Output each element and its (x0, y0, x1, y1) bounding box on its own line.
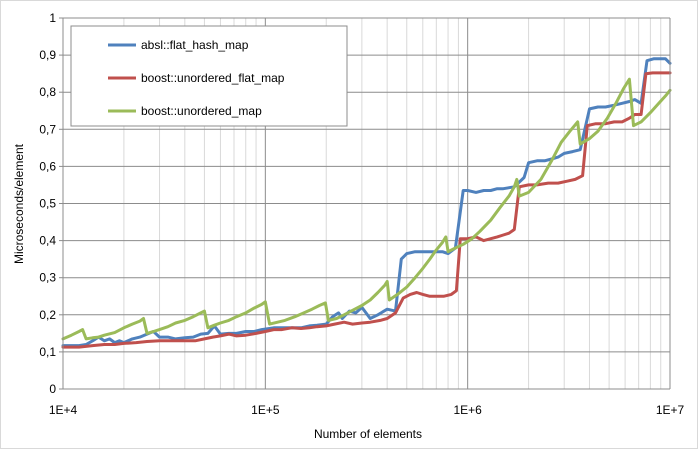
y-tick-label: 0,3 (39, 271, 56, 285)
y-tick-label: 0,9 (39, 48, 56, 62)
y-tick-label: 0,7 (39, 122, 56, 136)
legend-label: boost::unordered_map (141, 104, 262, 118)
x-tick-label: 1E+5 (251, 403, 280, 417)
y-tick-label: 0,1 (39, 345, 56, 359)
y-tick-label: 0,6 (39, 159, 56, 173)
y-tick-label: 0 (49, 382, 56, 396)
x-tick-label: 1E+4 (49, 403, 78, 417)
y-tick-label: 1 (49, 11, 56, 25)
legend-label: boost::unordered_flat_map (141, 71, 285, 85)
series-layer (61, 57, 672, 349)
axis-layer: 1E+4 1E+5 1E+6 1E+7 0 0,1 0,2 0,3 0,4 0,5 0,6 0,7 0,… (39, 11, 684, 417)
x-tick-label: 1E+6 (453, 403, 482, 417)
x-axis-label: Number of elements (314, 427, 422, 441)
series-line-3 (61, 77, 672, 341)
y-axis-label: Microseconds/element (12, 143, 26, 264)
y-tick-label: 0,4 (39, 234, 56, 248)
y-tick-label: 0,8 (39, 85, 56, 99)
legend: absl::flat_hash_mapboost::unordered_flat… (70, 25, 348, 127)
x-tick-label: 1E+7 (656, 403, 685, 417)
y-tick-label: 0,5 (39, 197, 56, 211)
legend-box (70, 25, 348, 127)
y-tick-label: 0,2 (39, 308, 56, 322)
series-line-2 (61, 71, 672, 349)
legend-label: absl::flat_hash_map (141, 38, 249, 52)
